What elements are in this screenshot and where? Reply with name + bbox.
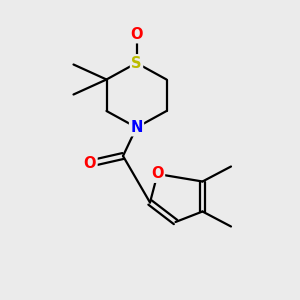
Text: O: O	[151, 167, 164, 182]
Text: O: O	[130, 27, 143, 42]
Text: N: N	[130, 120, 143, 135]
Text: O: O	[84, 156, 96, 171]
Text: S: S	[131, 56, 142, 70]
